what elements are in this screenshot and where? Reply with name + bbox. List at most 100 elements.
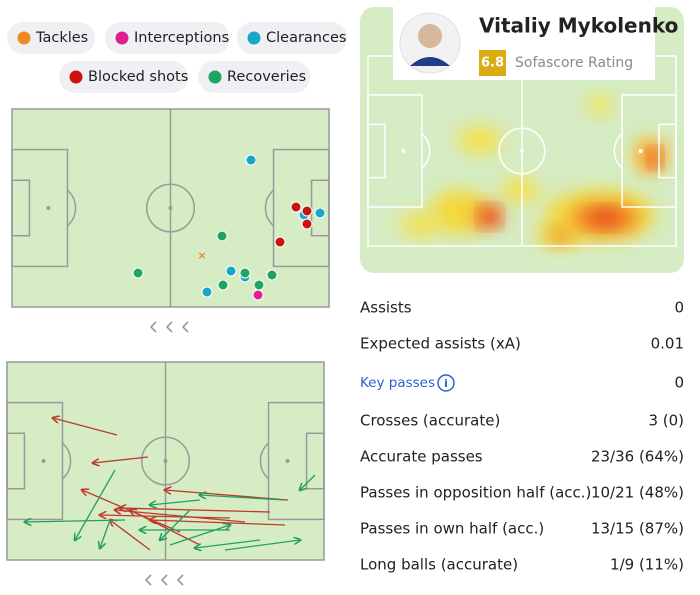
pitch-spot <box>285 459 290 463</box>
info-icon-glyph: i <box>444 377 448 390</box>
heat-blob <box>650 151 660 165</box>
stat-label: Crosses (accurate) <box>360 412 500 430</box>
pitch-spot <box>46 206 51 210</box>
pitch-spot <box>638 149 643 153</box>
pass-arrow <box>120 508 271 513</box>
rating-badge <box>479 50 506 76</box>
rating: 6.8 <box>481 56 504 71</box>
heat-blob <box>482 209 498 225</box>
player-card: Vitaliy Mykolenko 6.8 Sofascore Rating <box>393 7 678 80</box>
info-icon <box>437 374 455 392</box>
pitch-line <box>421 133 431 169</box>
pass-arrow <box>169 525 230 546</box>
pitch-spot <box>520 149 524 153</box>
pitch-line <box>367 123 386 179</box>
pass-arrow <box>75 469 116 540</box>
legend-pill[interactable] <box>7 22 95 54</box>
legend-dot <box>115 31 129 45</box>
event-dot <box>132 267 144 279</box>
pitch-spot <box>401 149 406 153</box>
legend-pill[interactable] <box>59 61 188 93</box>
pass-arrow <box>82 490 181 533</box>
stat-value: 13/15 (87%) <box>591 520 684 538</box>
player-name: Vitaliy Mykolenko <box>479 14 678 38</box>
stat-value: 1/9 (11%) <box>610 556 684 574</box>
pass-arrow <box>195 539 261 548</box>
heat-blob <box>430 190 490 234</box>
pitch-line <box>140 436 191 486</box>
legend-pill[interactable] <box>198 61 310 93</box>
pass-arrow <box>224 540 300 551</box>
heat-blob <box>550 228 570 244</box>
pitch-line <box>305 432 325 490</box>
heat-blob <box>589 210 621 226</box>
pitch-line <box>61 442 72 480</box>
pass-arrow <box>200 495 286 501</box>
legend-label: Blocked shots <box>88 69 188 85</box>
pass-arrow <box>110 520 151 551</box>
legend-pill[interactable] <box>237 22 347 54</box>
event-dot <box>314 207 326 219</box>
pass-map <box>6 361 325 561</box>
stat-label: Passes in own half (acc.) <box>360 520 544 538</box>
event-dot <box>252 289 264 301</box>
tackle-marker: × <box>197 249 206 262</box>
pass-arrow <box>53 418 118 436</box>
pitch-line <box>264 189 275 227</box>
stat-label: Expected assists (xA) <box>360 335 521 353</box>
pass-arrow <box>150 499 201 505</box>
pass-arrow <box>150 520 286 526</box>
legend-label: Interceptions <box>134 30 229 46</box>
event-dot <box>266 269 278 281</box>
event-dot <box>301 218 313 230</box>
legend-label: Tackles <box>35 30 88 46</box>
pitch-line <box>498 127 546 175</box>
legend-dot <box>17 31 31 45</box>
event-dot <box>201 286 213 298</box>
pitch-line <box>259 442 270 480</box>
pass-arrow <box>160 509 191 540</box>
stat-label: Assists <box>360 299 412 317</box>
legend-dot <box>247 31 261 45</box>
rating-label: Sofascore Rating <box>515 55 633 71</box>
event-dot <box>216 230 228 242</box>
pitch-line <box>613 133 623 169</box>
pass-arrow <box>93 456 149 463</box>
stat-value: 0 <box>674 374 684 392</box>
pitch-spot <box>41 459 46 463</box>
event-dot <box>274 236 286 248</box>
event-dot <box>301 205 313 217</box>
pass-arrow <box>100 519 111 548</box>
legend-pill[interactable] <box>105 22 230 54</box>
heatmap <box>367 55 677 247</box>
heat-blob <box>400 213 440 237</box>
stats: Assists 0 Expected assists (xA) 0.01 Key pas… <box>360 299 684 574</box>
stat-label[interactable]: Key passes <box>360 375 435 391</box>
carousel-nav[interactable] <box>144 321 189 586</box>
stat-value: 0.01 <box>651 335 684 353</box>
pass-arrow <box>300 474 316 490</box>
event-dot <box>225 265 237 277</box>
heat-blob <box>458 126 502 154</box>
legend-label: Clearances <box>266 30 346 46</box>
event-dot <box>239 267 251 279</box>
pitch-line <box>145 183 196 233</box>
legend-dot <box>208 70 222 84</box>
heat-blob <box>588 95 612 115</box>
stat-label: Accurate passes <box>360 448 483 466</box>
pitch-line <box>6 432 26 490</box>
pitch-spot <box>168 206 173 210</box>
stat-value: 23/36 (64%) <box>591 448 684 466</box>
stat-value: 10/21 (48%) <box>591 484 684 502</box>
legend-label: Recoveries <box>227 69 306 85</box>
legend-dot <box>69 70 83 84</box>
pitch-spot <box>163 459 168 463</box>
legend: Tackles Interceptions Clearances Blocked sh… <box>7 22 347 93</box>
event-dot <box>253 279 265 291</box>
stat-value: 0 <box>674 299 684 317</box>
pitch-line <box>66 189 77 227</box>
defensive-map: × <box>11 108 330 308</box>
pitch-line <box>658 123 677 179</box>
event-dot <box>290 201 302 213</box>
